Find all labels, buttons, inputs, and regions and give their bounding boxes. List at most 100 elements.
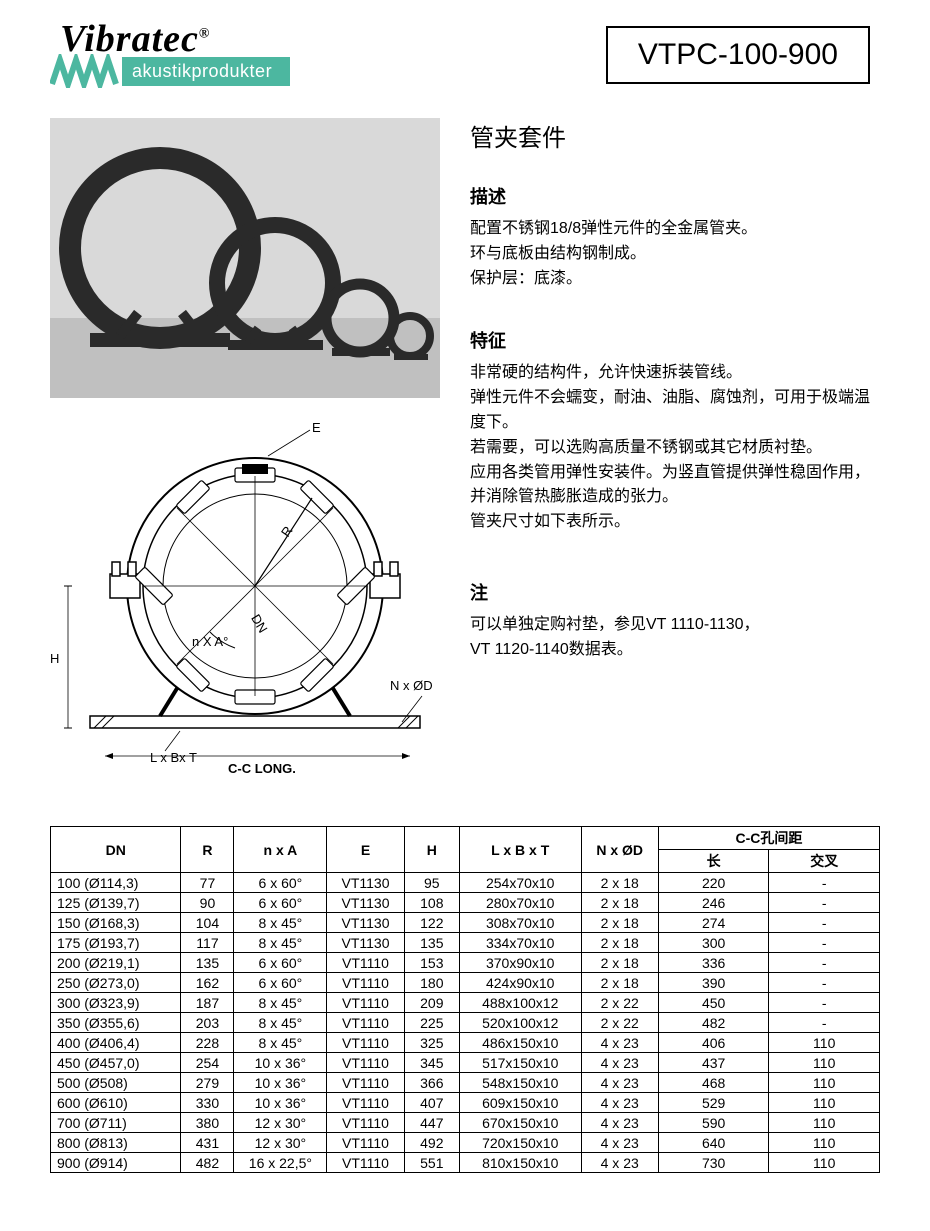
cell-e: VT1110 (327, 1013, 404, 1033)
cell-cc2: - (769, 1013, 880, 1033)
cell-dn: 300 (Ø323,9) (51, 993, 181, 1013)
technical-diagram: E R DN n X A° H N x ØD L x Bx T C-C LONG… (50, 416, 440, 786)
cell-nxa: 6 x 60° (234, 893, 327, 913)
desc-line: 保护层：底漆。 (470, 267, 880, 292)
section-heading-note: 注 (470, 579, 880, 605)
table-row: 600 (Ø610)33010 x 36°VT1110407609x150x10… (51, 1093, 880, 1113)
cell-dn: 450 (Ø457,0) (51, 1053, 181, 1073)
cell-nxa: 10 x 36° (234, 1053, 327, 1073)
cell-h: 122 (404, 913, 459, 933)
cell-lbt: 254x70x10 (459, 873, 581, 893)
zigzag-icon (50, 54, 122, 88)
diagram-label-e: E (312, 420, 321, 435)
cell-nxd: 2 x 18 (581, 893, 658, 913)
cell-e: VT1130 (327, 873, 404, 893)
part-number-box: VTPC-100-900 (606, 26, 870, 84)
section-heading-desc: 描述 (470, 183, 880, 209)
cell-h: 407 (404, 1093, 459, 1113)
cell-cc1: 437 (658, 1053, 769, 1073)
cell-nxa: 6 x 60° (234, 973, 327, 993)
cell-lbt: 280x70x10 (459, 893, 581, 913)
cell-e: VT1110 (327, 1073, 404, 1093)
cell-cc1: 220 (658, 873, 769, 893)
cell-r: 117 (181, 933, 234, 953)
cell-r: 330 (181, 1093, 234, 1113)
cell-cc2: 110 (769, 1053, 880, 1073)
cell-cc1: 730 (658, 1153, 769, 1173)
header: Vibratec® akustikprodukter VTPC-100-900 (50, 20, 880, 88)
cell-dn: 100 (Ø114,3) (51, 873, 181, 893)
cell-e: VT1110 (327, 973, 404, 993)
cell-nxd: 4 x 23 (581, 1113, 658, 1133)
cell-h: 325 (404, 1033, 459, 1053)
cell-cc1: 640 (658, 1133, 769, 1153)
cell-dn: 500 (Ø508) (51, 1073, 181, 1093)
cell-nxd: 2 x 22 (581, 1013, 658, 1033)
cell-e: VT1130 (327, 913, 404, 933)
note-body: 可以单独定购衬垫，参见VT 1110-1130， VT 1120-1140数据表… (470, 613, 880, 663)
cell-nxd: 2 x 22 (581, 993, 658, 1013)
th-cc-cross: 交叉 (769, 850, 880, 873)
table-row: 700 (Ø711)38012 x 30°VT1110447670x150x10… (51, 1113, 880, 1133)
cell-nxa: 8 x 45° (234, 913, 327, 933)
table-row: 400 (Ø406,4)2288 x 45°VT1110325486x150x1… (51, 1033, 880, 1053)
table-row: 250 (Ø273,0)1626 x 60°VT1110180424x90x10… (51, 973, 880, 993)
cell-cc1: 274 (658, 913, 769, 933)
cell-cc2: - (769, 913, 880, 933)
cell-cc2: - (769, 993, 880, 1013)
cell-h: 95 (404, 873, 459, 893)
cell-nxa: 12 x 30° (234, 1133, 327, 1153)
cell-nxd: 2 x 18 (581, 913, 658, 933)
cell-lbt: 720x150x10 (459, 1133, 581, 1153)
cell-nxa: 6 x 60° (234, 873, 327, 893)
cell-lbt: 308x70x10 (459, 913, 581, 933)
cell-nxd: 2 x 18 (581, 953, 658, 973)
cell-dn: 250 (Ø273,0) (51, 973, 181, 993)
cell-h: 225 (404, 1013, 459, 1033)
page-title: 管夹套件 (470, 118, 880, 153)
cell-cc1: 336 (658, 953, 769, 973)
cell-nxa: 6 x 60° (234, 953, 327, 973)
diagram-label-cc: C-C LONG. (228, 761, 296, 776)
cell-cc2: 110 (769, 1153, 880, 1173)
cell-dn: 600 (Ø610) (51, 1093, 181, 1113)
cell-r: 203 (181, 1013, 234, 1033)
cell-h: 345 (404, 1053, 459, 1073)
table-row: 175 (Ø193,7)1178 x 45°VT1130135334x70x10… (51, 933, 880, 953)
cell-lbt: 517x150x10 (459, 1053, 581, 1073)
cell-nxa: 16 x 22,5° (234, 1153, 327, 1173)
cell-r: 431 (181, 1133, 234, 1153)
cell-dn: 700 (Ø711) (51, 1113, 181, 1133)
cell-nxd: 4 x 23 (581, 1093, 658, 1113)
cell-lbt: 670x150x10 (459, 1113, 581, 1133)
cell-nxd: 4 x 23 (581, 1033, 658, 1053)
cell-dn: 175 (Ø193,7) (51, 933, 181, 953)
cell-r: 254 (181, 1053, 234, 1073)
cell-e: VT1130 (327, 933, 404, 953)
feat-body: 非常硬的结构件，允许快速拆装管线。 弹性元件不会蠕变，耐油、油脂、腐蚀剂，可用于… (470, 361, 880, 535)
spec-table: DN R n x A E H L x B x T N x ØD C-C孔间距 长… (50, 826, 880, 1173)
table-row: 300 (Ø323,9)1878 x 45°VT1110209488x100x1… (51, 993, 880, 1013)
brand-name: Vibratec® (50, 20, 310, 58)
cell-r: 135 (181, 953, 234, 973)
cell-lbt: 486x150x10 (459, 1033, 581, 1053)
cell-e: VT1110 (327, 1133, 404, 1153)
cell-dn: 350 (Ø355,6) (51, 1013, 181, 1033)
cell-nxd: 4 x 23 (581, 1073, 658, 1093)
table-row: 450 (Ø457,0)25410 x 36°VT1110345517x150x… (51, 1053, 880, 1073)
diagram-label-h: H (50, 651, 59, 666)
cell-dn: 150 (Ø168,3) (51, 913, 181, 933)
cell-cc2: 110 (769, 1093, 880, 1113)
feat-line: 应用各类管用弹性安装件。为竖直管提供弹性稳固作用，并消除管热膨胀造成的张力。 (470, 461, 880, 511)
cell-nxa: 10 x 36° (234, 1093, 327, 1113)
cell-cc2: 110 (769, 1133, 880, 1153)
cell-r: 279 (181, 1073, 234, 1093)
cell-nxa: 8 x 45° (234, 1033, 327, 1053)
cell-h: 447 (404, 1113, 459, 1133)
th-dn: DN (51, 827, 181, 873)
cell-cc1: 590 (658, 1113, 769, 1133)
cell-cc1: 406 (658, 1033, 769, 1053)
note-line: 可以单独定购衬垫，参见VT 1110-1130， (470, 613, 880, 638)
th-lbt: L x B x T (459, 827, 581, 873)
cell-r: 380 (181, 1113, 234, 1133)
